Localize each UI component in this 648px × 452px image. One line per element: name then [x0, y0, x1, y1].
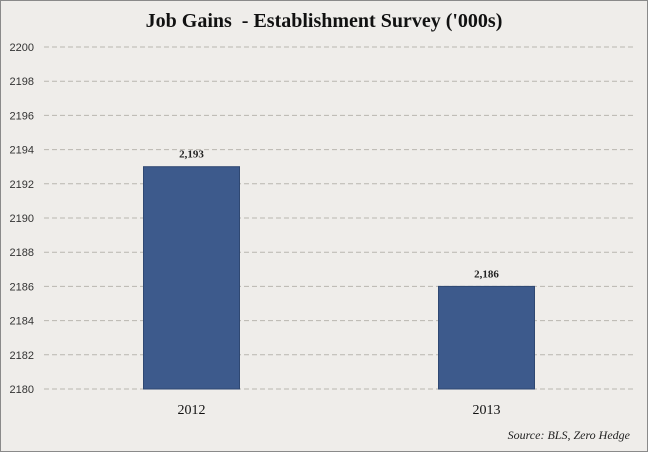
y-tick-label: 2190 — [10, 213, 34, 225]
x-axis-categories: 2012 2013 — [178, 403, 501, 418]
bars — [143, 166, 535, 390]
data-label-2013: 2,186 — [474, 268, 499, 280]
y-tick-label: 2188 — [10, 247, 34, 259]
bar-2012 — [143, 166, 240, 390]
chart-title: Job Gains - Establishment Survey ('000s) — [145, 10, 503, 32]
data-labels: 2,193 2,186 — [179, 149, 499, 281]
data-label-2012: 2,193 — [179, 149, 204, 161]
y-tick-label: 2186 — [10, 281, 34, 293]
y-tick-label: 2182 — [10, 350, 34, 362]
y-tick-label: 2200 — [10, 42, 34, 54]
y-tick-label: 2180 — [10, 384, 34, 396]
source-note: Source: BLS, Zero Hedge — [507, 428, 630, 442]
x-category-label: 2013 — [473, 403, 501, 418]
y-axis-ticks: 2180 2182 2184 2186 2188 2190 2192 2194 2196 2198… — [10, 42, 34, 396]
y-tick-label: 2198 — [10, 76, 34, 88]
y-tick-label: 2192 — [10, 179, 34, 191]
bar-2013 — [438, 285, 535, 390]
x-category-label: 2012 — [178, 403, 206, 418]
y-tick-label: 2196 — [10, 110, 34, 122]
gridlines — [44, 46, 634, 390]
y-tick-label: 2194 — [10, 145, 34, 157]
y-tick-label: 2184 — [10, 316, 34, 328]
